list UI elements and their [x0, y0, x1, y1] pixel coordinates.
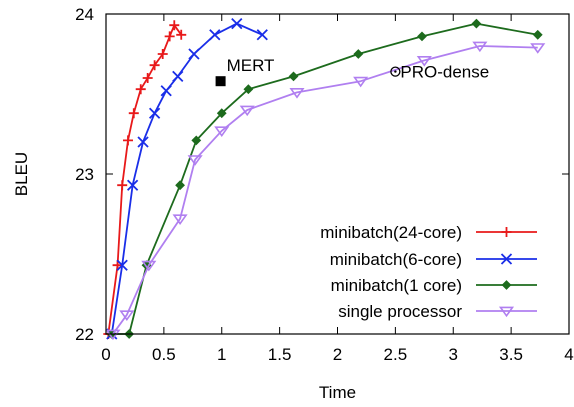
x-tick-label: 2.5: [384, 345, 408, 364]
data-point: [353, 49, 364, 59]
data-point: [122, 135, 133, 146]
data-point: [256, 29, 268, 41]
data-point: [417, 31, 427, 42]
series-1: [103, 20, 187, 339]
data-point: [128, 108, 139, 119]
data-point: [148, 107, 161, 119]
annotation-mert: MERT: [215, 56, 275, 87]
data-point: [214, 126, 230, 137]
legend-item: single processor: [338, 302, 537, 321]
legend-label: minibatch(6-core): [330, 250, 462, 269]
legend-item: minibatch(6-core): [330, 250, 537, 269]
data-point: [164, 31, 175, 42]
data-point: [117, 180, 128, 191]
data-point: [471, 18, 482, 29]
legend-marker: [501, 227, 512, 237]
data-point: [532, 29, 543, 40]
data-point: [188, 48, 200, 60]
legend-label: minibatch(1 core): [331, 276, 462, 295]
data-point: [472, 41, 488, 53]
data-point: [141, 260, 157, 272]
series-layer: [103, 17, 546, 341]
legend-marker: [501, 280, 512, 290]
data-point: [289, 88, 305, 99]
data-point: [172, 70, 184, 83]
data-point: [416, 56, 432, 67]
annotation-marker: [390, 66, 401, 77]
y-tick-label: 24: [75, 5, 94, 24]
legend-item: minibatch(1 core): [331, 276, 537, 295]
y-axis-label: BLEU: [12, 152, 31, 196]
x-tick-label: 4: [564, 345, 573, 364]
legend-item: minibatch(24-core): [320, 223, 537, 242]
data-point: [172, 214, 188, 225]
data-point: [243, 84, 254, 95]
data-point: [209, 29, 221, 41]
x-tick-label: 0.5: [152, 345, 176, 364]
data-point: [135, 84, 146, 95]
series-2: [106, 17, 268, 340]
data-point: [149, 60, 160, 71]
annotation-layer: MERT PRO-dense: [215, 56, 489, 87]
series-line: [112, 45, 538, 335]
data-point: [239, 105, 255, 117]
data-point: [142, 73, 153, 83]
x-tick-label: 1: [217, 345, 226, 364]
x-axis-label: Time: [319, 383, 356, 402]
data-point: [231, 17, 243, 30]
x-tick-label: 1.5: [268, 345, 292, 364]
x-tick-label: 3: [449, 345, 458, 364]
series-4: [105, 41, 546, 341]
legend-label: minibatch(24-core): [320, 223, 462, 242]
x-tick-label: 2: [333, 345, 342, 364]
data-point: [530, 43, 546, 54]
data-point: [176, 29, 187, 40]
data-point: [126, 179, 139, 191]
data-point: [116, 259, 128, 271]
x-tick-label: 0: [101, 345, 110, 364]
data-point: [119, 310, 135, 321]
annotation-marker: [215, 76, 226, 87]
data-point: [187, 155, 203, 166]
data-point: [191, 135, 202, 146]
data-point: [353, 76, 369, 88]
data-point: [175, 180, 185, 191]
annotation-label: PRO-dense: [400, 63, 489, 82]
annotation-label: MERT: [227, 56, 275, 75]
legend: minibatch(24-core) minibatch(6-core) minib…: [320, 223, 537, 321]
legend-marker: [498, 306, 515, 318]
y-tick-label: 23: [75, 165, 94, 184]
x-tick-label: 3.5: [499, 345, 523, 364]
legend-label: single processor: [338, 302, 462, 321]
data-point: [157, 49, 168, 59]
annotation-pro-dense: PRO-dense: [390, 63, 489, 82]
data-point: [160, 85, 172, 97]
data-point: [288, 71, 299, 82]
tick-layer: 0 0.5 1 1.5 2 2.5 3 3.5 4 22 23 24: [75, 5, 574, 364]
legend-marker: [500, 253, 513, 265]
y-tick-label: 22: [75, 325, 94, 344]
data-point: [216, 108, 227, 119]
data-point: [137, 136, 149, 148]
data-point: [169, 20, 180, 31]
data-point: [112, 260, 123, 271]
